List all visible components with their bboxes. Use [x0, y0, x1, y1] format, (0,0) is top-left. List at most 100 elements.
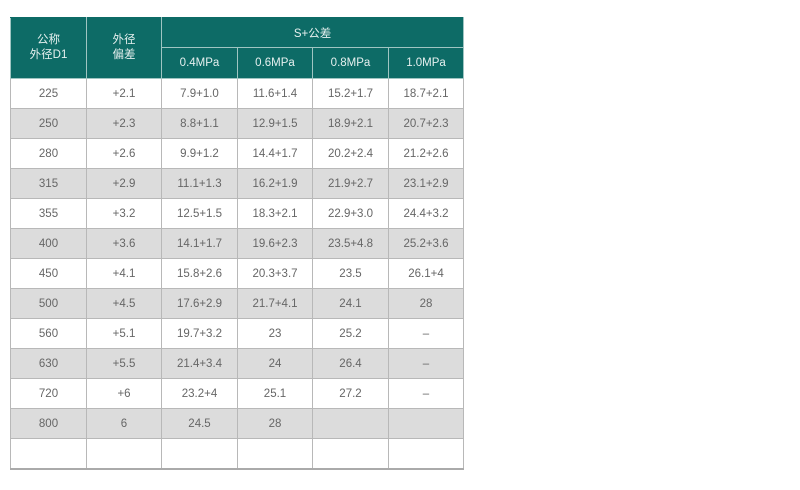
header-nominal-od: 公称外径D1	[10, 17, 87, 79]
table-cell: 15.2+1.7	[312, 78, 389, 109]
table-cell: 20.3+3.7	[237, 258, 313, 289]
table-row: 630 +5.5 21.4+3.4 24 26.4–	[10, 348, 465, 379]
table-row: 315 +2.9 11.1+1.3 16.2+1.9 21.9+2.7 23.1+2.9	[10, 168, 465, 199]
table-cell: 28	[237, 408, 313, 439]
table-cell: 12.9+1.5	[237, 108, 313, 139]
table-cell	[387, 438, 465, 470]
table-cell: 14.1+1.7	[161, 228, 238, 259]
table-cell: 20.2+2.4	[312, 138, 389, 169]
table-cell: 450	[10, 258, 87, 289]
table-row: 400 +3.6 14.1+1.7 19.6+2.3 23.5+4.8 25.2+3.6	[10, 228, 465, 259]
table-cell: 280	[10, 138, 87, 169]
table-cell: 22.9+3.0	[312, 198, 389, 229]
table-cell: 24	[237, 348, 313, 379]
table-cell: 23.5+4.8	[312, 228, 389, 259]
table-row: 355 +3.2 12.5+1.5 18.3+2.1 22.9+3.0 24.4+3.2	[10, 198, 465, 229]
table-row: 450 +4.1 15.8+2.6 20.3+3.7 23.5 26.1+4	[10, 258, 465, 289]
table-cell: 24.4+3.2	[387, 198, 465, 229]
table-cell: 6	[86, 408, 162, 439]
table-cell: 25.2	[312, 318, 389, 349]
table-cell: 26.4	[312, 348, 389, 379]
table-cell: 23.5	[312, 258, 389, 289]
table-cell: 8.8+1.1	[161, 108, 238, 139]
table-row: 560 +5.1 19.7+3.2 23 25.2–	[10, 318, 465, 349]
table-cell: 800	[10, 408, 87, 439]
table-cell: 27.2	[312, 378, 389, 409]
table-cell: 11.1+1.3	[161, 168, 238, 199]
table-cell: 9.9+1.2	[161, 138, 238, 169]
header-group-wall-thickness: S+公差	[160, 17, 465, 48]
header-pressure: 0.4MPa	[161, 47, 238, 79]
table-cell: 12.5+1.5	[161, 198, 238, 229]
table-cell: +2.9	[86, 168, 162, 199]
table-cell: 23.2+4	[161, 378, 238, 409]
table-cell	[237, 438, 313, 470]
table-cell: +6	[86, 378, 162, 409]
table-cell: 21.9+2.7	[312, 168, 389, 199]
table-row: 225 +2.1 7.9+1.0 11.6+1.4 15.2+1.7 18.7+2.1	[10, 78, 465, 109]
table-cell: 355	[10, 198, 87, 229]
table-cell: +3.6	[86, 228, 162, 259]
table-cell: +5.5	[86, 348, 162, 379]
table-cell: 18.9+2.1	[312, 108, 389, 139]
table-row: 250 +2.3 8.8+1.1 12.9+1.5 18.9+2.1 20.7+2.3	[10, 108, 465, 139]
table-cell: 25.1	[237, 378, 313, 409]
table-cell: 21.2+2.6	[387, 138, 465, 169]
table-cell: 28	[387, 288, 465, 319]
header-text: 公称	[37, 34, 60, 46]
table-cell	[312, 438, 389, 470]
table-cell: –	[387, 318, 465, 349]
table-cell: +4.1	[86, 258, 162, 289]
header-text: 外径D1	[29, 49, 68, 61]
table-cell: 225	[10, 78, 87, 109]
table-cell: 18.7+2.1	[387, 78, 465, 109]
table-cell	[312, 408, 389, 439]
header-text: 偏差	[112, 49, 136, 61]
table-cell: 16.2+1.9	[237, 168, 313, 199]
table-cell: 250	[10, 108, 87, 139]
table-cell: +2.3	[86, 108, 162, 139]
table-cell: +2.1	[86, 78, 162, 109]
table-cell: 23	[237, 318, 313, 349]
table-cell: 560	[10, 318, 87, 349]
table-cell: 21.7+4.1	[237, 288, 313, 319]
table-cell: +4.5	[86, 288, 162, 319]
table-cell: 14.4+1.7	[237, 138, 313, 169]
table-cell: –	[387, 348, 465, 379]
table-row: 500 +4.5 17.6+2.9 21.7+4.1 24.1 28	[10, 288, 465, 319]
table-cell: 500	[10, 288, 87, 319]
table-cell: 20.7+2.3	[387, 108, 465, 139]
table-cell: 21.4+3.4	[161, 348, 238, 379]
table-cell: 24.1	[312, 288, 389, 319]
table-cell: 25.2+3.6	[387, 228, 465, 259]
table-cell: 315	[10, 168, 87, 199]
header-pressure: 1.0MPa	[387, 47, 465, 79]
table-cell: 18.3+2.1	[237, 198, 313, 229]
table-cell: 24.5	[161, 408, 238, 439]
table-cell: 630	[10, 348, 87, 379]
table-cell	[10, 438, 87, 470]
table-cell: 720	[10, 378, 87, 409]
table-cell: 26.1+4	[387, 258, 465, 289]
table-row: 800 6 24.5 28	[10, 408, 465, 439]
table-cell: 19.7+3.2	[161, 318, 238, 349]
table-cell: 11.6+1.4	[237, 78, 313, 109]
table-row	[10, 438, 465, 470]
header-pressure: 0.8MPa	[312, 47, 389, 79]
table-row: 720 +6 23.2+4 25.1 27.2–	[10, 378, 465, 409]
table-cell: +3.2	[86, 198, 162, 229]
table-cell: 400	[10, 228, 87, 259]
table-cell: –	[387, 378, 465, 409]
table-cell: 19.6+2.3	[237, 228, 313, 259]
table-cell: +2.6	[86, 138, 162, 169]
table-cell: 15.8+2.6	[161, 258, 238, 289]
table-cell	[86, 438, 162, 470]
header-text: 外径	[112, 34, 136, 46]
pipe-spec-table: 公称外径D1 外径偏差 S+公差 0.4MPa 0.6MPa 0.8MPa 1.…	[10, 17, 465, 470]
header-pressure: 0.6MPa	[237, 47, 313, 79]
table-cell	[387, 408, 465, 439]
table-cell: 7.9+1.0	[161, 78, 238, 109]
table-cell: 17.6+2.9	[161, 288, 238, 319]
table-row: 280 +2.6 9.9+1.2 14.4+1.7 20.2+2.4 21.2+2.6	[10, 138, 465, 169]
table-cell	[161, 438, 238, 470]
